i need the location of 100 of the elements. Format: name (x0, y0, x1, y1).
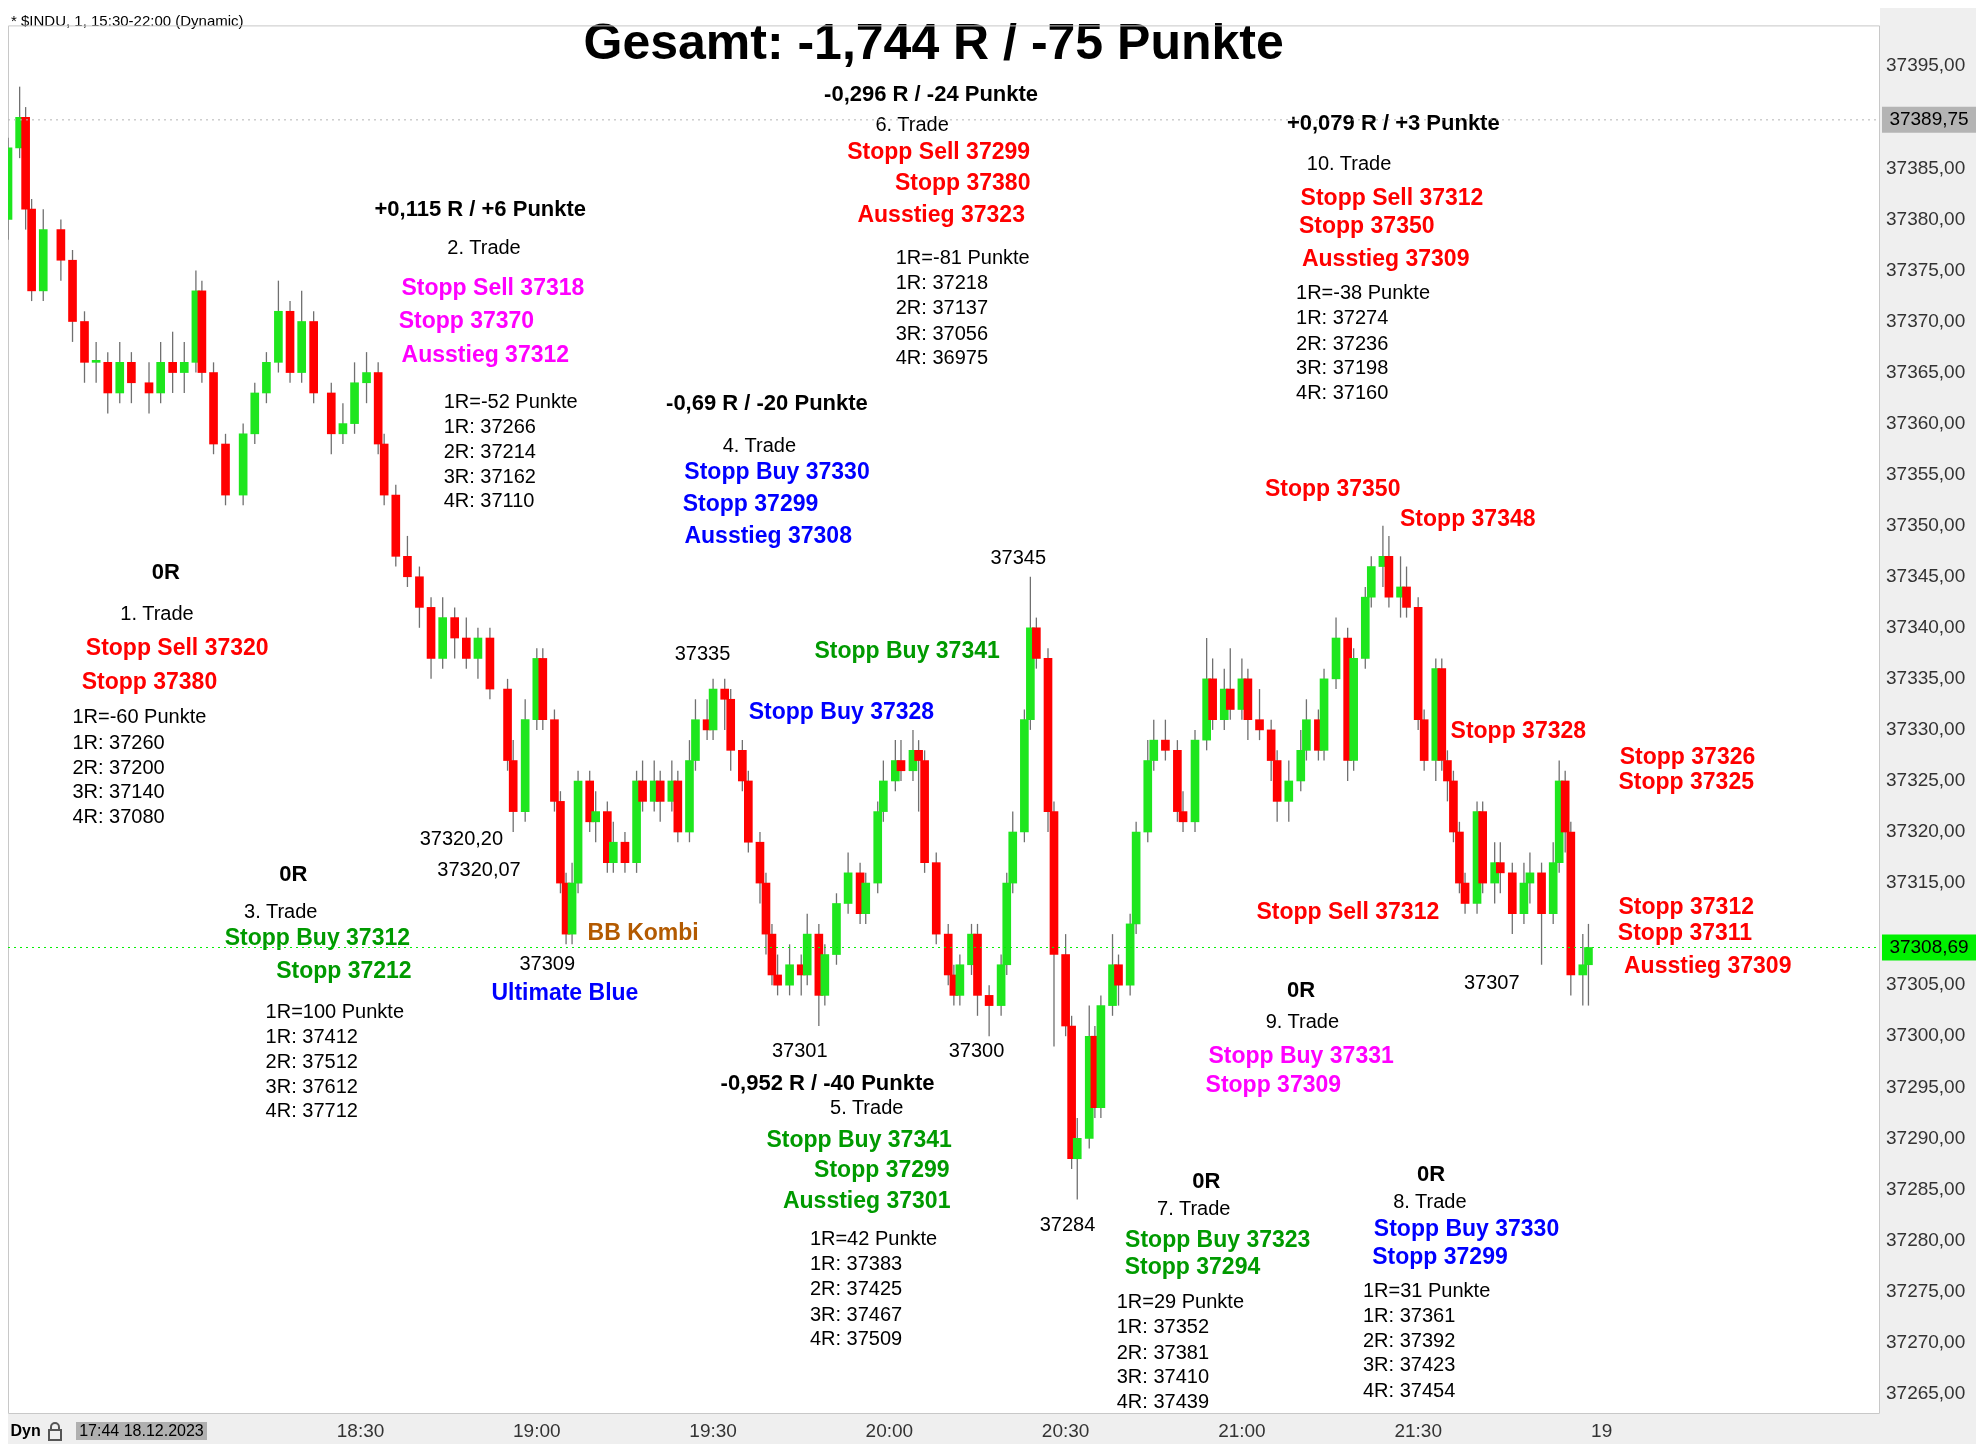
annotation: -0,69 R / -20 Punkte (666, 390, 868, 417)
candlestick (785, 943, 794, 997)
ref-line-label: 37308,69 (1889, 935, 1969, 957)
y-tick-label: 37295,00 (1886, 1075, 1966, 1097)
annotation: 3R: 37423 (1362, 1352, 1456, 1376)
candlestick (450, 606, 459, 660)
annotation: 0R (151, 559, 180, 586)
annotation: Stopp 37299 (1372, 1242, 1508, 1270)
x-tick-label: 19:30 (689, 1419, 737, 1441)
annotation: 37309 (519, 951, 576, 975)
annotation: 1R: 37361 (1362, 1303, 1456, 1327)
annotation: Stopp Buy 37323 (1125, 1225, 1311, 1253)
annotation: 5. Trade (830, 1095, 904, 1119)
y-tick-label: 37395,00 (1886, 54, 1966, 76)
annotation: Stopp Sell 37320 (85, 633, 269, 661)
y-tick-label: 37265,00 (1886, 1381, 1966, 1403)
annotation: 0R (1287, 977, 1316, 1004)
chart-subtitle: * $INDU, 1, 15:30-22:00 (Dynamic) (11, 12, 244, 29)
annotation: 1R: 37412 (265, 1024, 358, 1048)
x-tick-label: 20:30 (1041, 1419, 1090, 1441)
annotation: 4R: 37110 (443, 488, 535, 512)
candlestick (144, 361, 154, 415)
y-tick-label: 37315,00 (1886, 871, 1966, 893)
y-tick-label: 37305,00 (1886, 973, 1966, 995)
y-tick-label: 37325,00 (1886, 769, 1966, 791)
annotation: 4R: 37439 (1116, 1389, 1210, 1413)
annotation: 2R: 37425 (809, 1276, 903, 1300)
annotation: Stopp Buy 37331 (1208, 1041, 1394, 1069)
y-tick-label: 37345,00 (1886, 564, 1966, 586)
annotation: Ausstieg 37301 (782, 1186, 951, 1214)
annotation: 2R: 37512 (265, 1049, 358, 1073)
annotation: 1R: 37274 (1296, 305, 1389, 329)
annotation: 3R: 37140 (72, 779, 165, 803)
annotation: 1R=100 Punkte (265, 999, 405, 1023)
annotation: Stopp 37311 (1617, 918, 1753, 946)
candlestick (1072, 1117, 1082, 1201)
annotation: Ausstieg 37308 (684, 521, 852, 549)
y-tick-label: 37300,00 (1886, 1024, 1966, 1046)
annotation: 2R: 37236 (1296, 331, 1389, 355)
annotation: Stopp 37350 (1299, 211, 1435, 239)
annotation: 0R (1417, 1160, 1446, 1187)
annotation: 4R: 37080 (72, 804, 165, 828)
y-tick-label: 37330,00 (1886, 718, 1966, 740)
annotation: Stopp Sell 37299 (847, 137, 1031, 165)
candlestick (608, 821, 618, 874)
annotation: 1R: 37352 (1116, 1314, 1210, 1338)
y-tick-label: 37385,00 (1886, 156, 1966, 178)
annotation: Stopp Buy 37341 (814, 636, 1000, 663)
annotation: +0,115 R / +6 Punkte (374, 195, 587, 222)
candlestick (1284, 759, 1294, 823)
annotation: 3R: 37198 (1296, 355, 1389, 379)
annotation: 6. Trade (875, 112, 949, 136)
candlestick (984, 984, 994, 1037)
y-tick-label: 37335,00 (1886, 667, 1966, 689)
annotation: 0R (279, 861, 308, 888)
x-tick-label: 19:00 (513, 1419, 561, 1441)
annotation: 4. Trade (722, 433, 797, 457)
y-tick-label: 37365,00 (1886, 360, 1966, 382)
y-tick-label: 37360,00 (1886, 411, 1966, 433)
annotation: 0R (1192, 1168, 1221, 1195)
candlestick (1495, 841, 1505, 894)
annotation: 37307 (1463, 970, 1520, 994)
annotation: 3R: 37162 (443, 464, 536, 488)
x-tick-label: 20:00 (865, 1419, 914, 1441)
y-tick-label: 37285,00 (1886, 1177, 1966, 1199)
y-tick-label: 37380,00 (1886, 207, 1966, 229)
y-tick-label: 37270,00 (1886, 1330, 1966, 1352)
text: Dyn (10, 1422, 41, 1441)
candlestick (1114, 953, 1123, 1007)
annotation: 1R: 37266 (443, 414, 536, 438)
annotation: 4R: 36975 (895, 345, 989, 369)
annotation: Ausstieg 37309 (1623, 951, 1792, 979)
annotation: 37335 (674, 641, 731, 665)
x-tick-label: 21:00 (1218, 1419, 1266, 1441)
annotation: -0,952 R / -40 Punkte (720, 1069, 935, 1096)
candlestick (91, 341, 101, 384)
annotation: 4R: 37509 (809, 1326, 903, 1350)
annotation: 1. Trade (120, 601, 194, 625)
annotation: 9. Trade (1265, 1009, 1340, 1033)
annotation: Ausstieg 37323 (857, 200, 1025, 228)
annotation: 2R: 37381 (1116, 1340, 1210, 1364)
annotation: Stopp Buy 37341 (766, 1125, 952, 1153)
annotation: 1R=-38 Punkte (1296, 280, 1431, 304)
annotation: Stopp 37348 (1400, 504, 1536, 532)
annotation: Stopp Buy 37330 (1373, 1214, 1560, 1242)
annotation: 37320,07 (437, 857, 521, 881)
chart-title: Gesamt: -1,744 R / -75 Punkte (583, 13, 1284, 72)
candlestick (168, 331, 177, 394)
candlestick (461, 616, 471, 670)
x-tick-label: 18:30 (336, 1419, 385, 1441)
candlestick (1255, 688, 1264, 741)
annotation: 1R: 37260 (72, 730, 165, 754)
annotation: Stopp Buy 37330 (684, 457, 870, 485)
candlestick (591, 790, 601, 843)
y-tick-label: 37350,00 (1886, 513, 1966, 535)
y-tick-label: 37275,00 (1886, 1279, 1966, 1301)
annotation: 37284 (1039, 1212, 1096, 1236)
candlestick (473, 627, 483, 680)
annotation: Stopp Sell 37312 (1300, 183, 1484, 211)
annotation: Stopp 37299 (682, 489, 819, 517)
